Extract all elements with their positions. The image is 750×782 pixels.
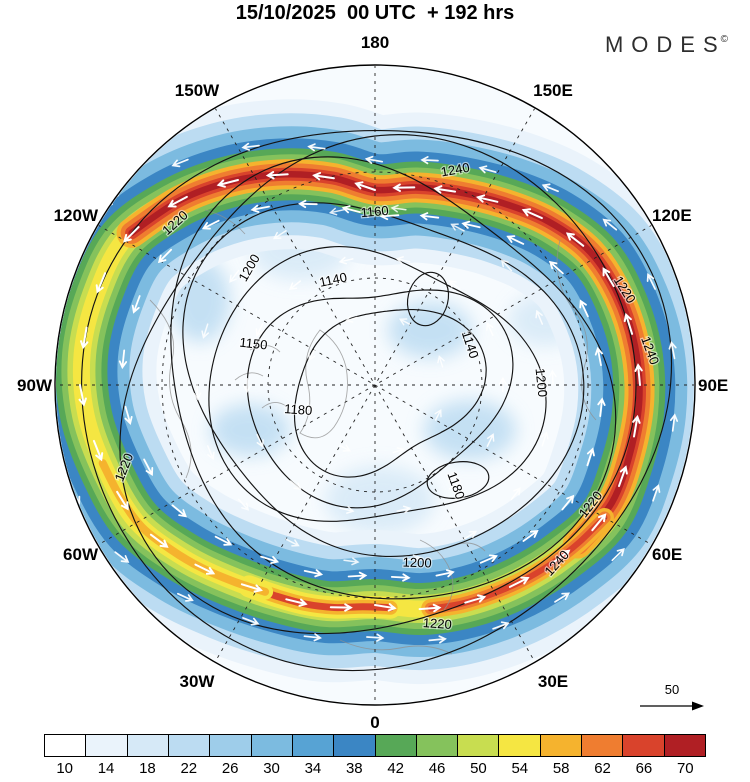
colorbar-cell <box>415 735 458 756</box>
colorbar-cells <box>44 734 706 757</box>
lon-label-150w: 150W <box>175 81 220 100</box>
contour-label: 1150 <box>239 335 268 353</box>
lon-label-30w: 30W <box>180 672 216 691</box>
colorbar-cell <box>45 735 86 756</box>
colorbar-cell <box>291 735 334 756</box>
colorbar-cell <box>126 735 168 756</box>
colorbar-tick-label: 38 <box>345 760 363 777</box>
contour-label: 1200 <box>533 367 551 397</box>
colorbar-tick-label: 14 <box>97 760 115 777</box>
wind-arrows <box>59 142 679 644</box>
colorbar-cell <box>622 735 664 756</box>
colorbar-tick-label: 42 <box>387 760 405 777</box>
colorbar-tick-label: 66 <box>635 760 653 777</box>
map-boundary <box>54 64 696 706</box>
lon-label-180: 180 <box>361 33 389 52</box>
lon-label-0: 0 <box>370 713 379 732</box>
contour-label: 1140 <box>318 269 348 289</box>
brand-copyright-mark: © <box>720 34 728 45</box>
lon-label-60e: 60E <box>652 545 682 564</box>
contour-label: 1220 <box>422 615 452 632</box>
colorbar: 10 14 18 22 26 30 34 38 42 46 50 54 58 62 66 70 <box>44 734 706 777</box>
lon-label-90w: 90W <box>17 376 53 395</box>
coastlines <box>149 209 597 655</box>
lon-label-120w: 120W <box>54 206 99 225</box>
colorbar-tick-label: 50 <box>470 760 487 777</box>
contour-label: 1180 <box>284 401 313 418</box>
height-contours <box>81 130 673 672</box>
coastline <box>556 239 597 421</box>
lon-label-30e: 30E <box>538 672 568 691</box>
colorbar-tick-label: 46 <box>428 760 446 777</box>
contour-label: 1240 <box>440 160 471 180</box>
colorbar-cell <box>581 735 623 756</box>
contour-label: 1160 <box>360 203 389 220</box>
colorbar-cell <box>457 735 499 756</box>
colorbar-cell <box>167 735 210 756</box>
lon-label-90e: 90E <box>698 376 728 395</box>
colorbar-tick-label: 58 <box>552 760 570 777</box>
lon-label-150e: 150E <box>533 81 573 100</box>
brand-logo: MODES© <box>605 32 728 58</box>
colorbar-tick-label: 34 <box>304 760 322 777</box>
colorbar-tick-label: 70 <box>676 760 694 777</box>
colorbar-tick-label: 18 <box>139 760 156 777</box>
chart-title: 15/10/2025 00 UTC + 192 hrs <box>235 2 515 24</box>
coastline <box>234 345 287 409</box>
colorbar-tick-label: 22 <box>180 760 198 777</box>
coastline <box>204 209 453 655</box>
colorbar-cell <box>374 735 416 756</box>
reference-arrow-label: 50 <box>665 682 679 697</box>
colorbar-tick-label: 30 <box>263 760 280 777</box>
colorbar-tick-label: 62 <box>594 760 611 777</box>
contour-label: 1200 <box>402 555 431 571</box>
colorbar-cell <box>498 735 540 756</box>
colorbar-tick-labels: 10 14 18 22 26 30 34 38 42 46 50 54 58 62 66 70 <box>44 760 706 777</box>
colorbar-cell <box>209 735 251 756</box>
colorbar-tick-label: 10 <box>56 760 74 777</box>
reference-arrow: 50 <box>640 682 704 711</box>
brand-text: MODES <box>604 32 726 57</box>
colorbar-tick-label: 26 <box>221 760 239 777</box>
lon-label-120e: 120E <box>652 206 692 225</box>
colorbar-tick-label: 54 <box>511 760 529 777</box>
colorbar-cell <box>250 735 292 756</box>
coastline <box>149 299 192 479</box>
colorbar-cell <box>333 735 375 756</box>
reference-arrow-head <box>692 701 704 711</box>
colorbar-cell <box>663 735 705 756</box>
graticule <box>56 66 694 704</box>
colorbar-cell <box>539 735 582 756</box>
colorbar-cell <box>85 735 127 756</box>
longitude-labels: 180 150W 150E 120W 120E 90W 90E 60W 60E … <box>17 33 728 732</box>
coastline <box>299 329 348 439</box>
lon-label-60w: 60W <box>63 545 99 564</box>
